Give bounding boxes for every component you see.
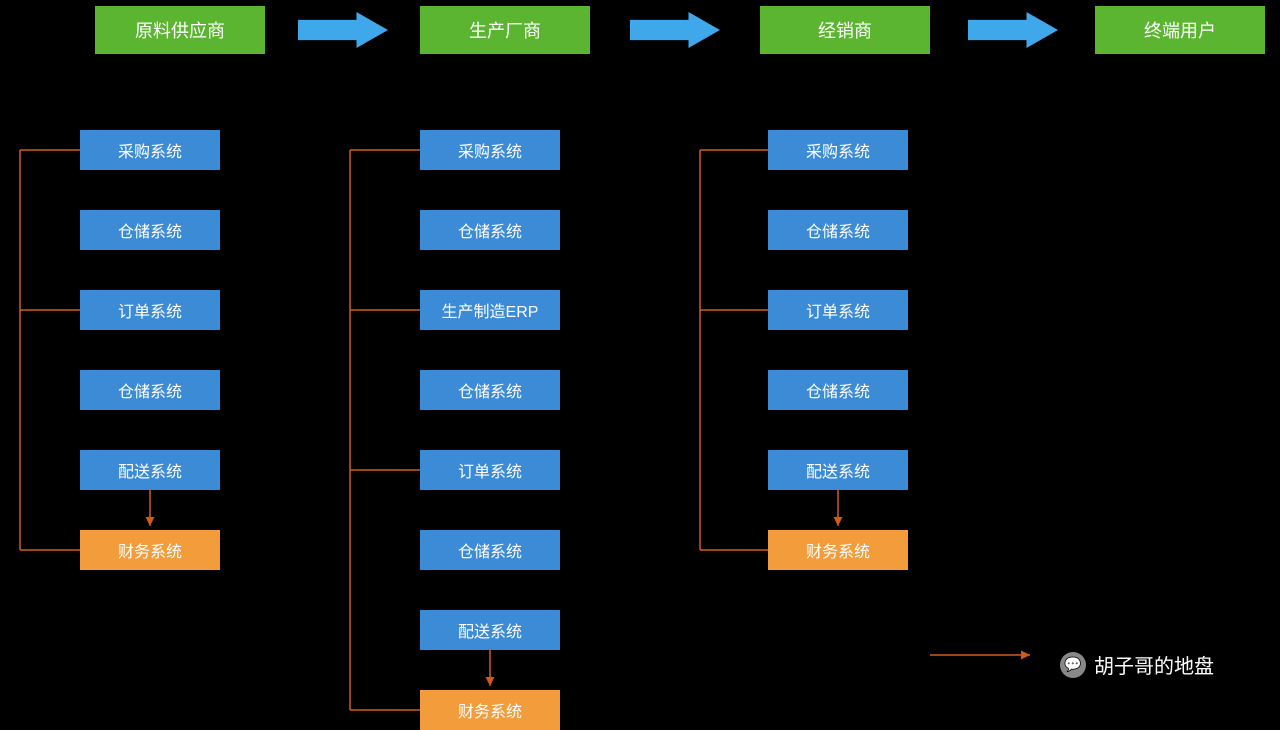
col3-node-0: 采购系统 [768,130,908,170]
flow-arrow-ha3 [968,12,1058,48]
flow-arrow-ha1 [298,12,388,48]
col1-node-4: 配送系统 [80,450,220,490]
col2-node-6: 配送系统 [420,610,560,650]
col1-node-0: 采购系统 [80,130,220,170]
col2-node-5: 仓储系统 [420,530,560,570]
col3-node-3: 仓储系统 [768,370,908,410]
col1-node-1: 仓储系统 [80,210,220,250]
header-h3: 经销商 [760,6,930,54]
col2-node-7: 财务系统 [420,690,560,730]
header-h1: 原料供应商 [95,6,265,54]
col2-node-1: 仓储系统 [420,210,560,250]
header-h2: 生产厂商 [420,6,590,54]
wechat-icon: 💬 [1060,652,1086,678]
connector-layer [0,0,1280,730]
col3-node-2: 订单系统 [768,290,908,330]
flow-arrow-ha2 [630,12,720,48]
col1-node-5: 财务系统 [80,530,220,570]
col3-node-4: 配送系统 [768,450,908,490]
col3-node-1: 仓储系统 [768,210,908,250]
col3-node-5: 财务系统 [768,530,908,570]
col2-node-0: 采购系统 [420,130,560,170]
col2-node-4: 订单系统 [420,450,560,490]
col1-node-3: 仓储系统 [80,370,220,410]
header-h4: 终端用户 [1095,6,1265,54]
watermark: 💬 胡子哥的地盘 [1060,650,1214,679]
watermark-text: 胡子哥的地盘 [1094,650,1214,679]
col1-node-2: 订单系统 [80,290,220,330]
col2-node-2: 生产制造ERP [420,290,560,330]
col2-node-3: 仓储系统 [420,370,560,410]
diagram-stage: 原料供应商生产厂商经销商终端用户采购系统仓储系统订单系统仓储系统配送系统财务系统… [0,0,1280,730]
